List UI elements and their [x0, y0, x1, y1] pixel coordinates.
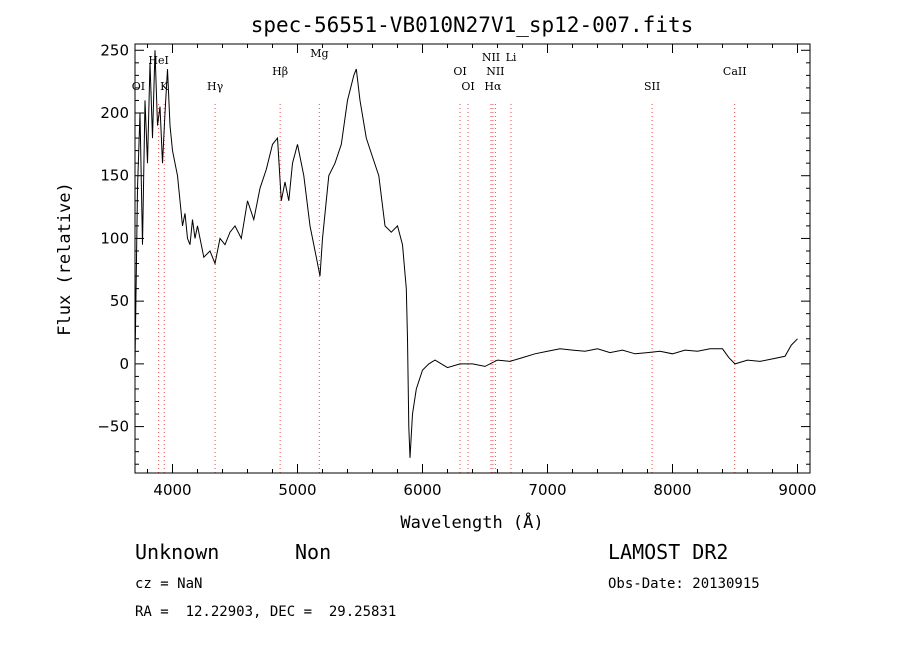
line-marker-label: NII — [486, 65, 504, 78]
line-marker-label: NII — [482, 51, 500, 64]
line-marker-label: Hγ — [207, 80, 224, 93]
x-axis-label: Wavelength (Å) — [400, 511, 543, 533]
y-tick-label: 100 — [100, 229, 129, 247]
line-marker-label: OI — [461, 80, 474, 93]
line-marker-label: Hα — [484, 80, 502, 93]
plot-frame — [134, 43, 811, 474]
chart-title: spec-56551-VB010N27V1_sp12-007.fits — [251, 13, 694, 37]
x-tick-label: 7000 — [528, 481, 566, 499]
line-marker-label: OI — [132, 80, 145, 93]
y-tick-label: −50 — [97, 418, 129, 436]
object-class: Unknown — [135, 540, 220, 564]
x-tick-label: 8000 — [653, 481, 691, 499]
x-tick-label: 9000 — [778, 481, 816, 499]
obs-date: Obs-Date: 20130915 — [608, 576, 760, 592]
axis-ticks: 4000 5000 6000 7000 8000 9000 −50 0 50 100 150 200 2… — [97, 41, 816, 499]
spectrum-line — [134, 50, 798, 458]
line-marker-label: Mg — [310, 47, 328, 60]
line-marker-label: Li — [506, 51, 517, 64]
x-tick-label: 4000 — [153, 481, 191, 499]
line-marker-label: SII — [644, 80, 660, 93]
x-tick-label: 5000 — [278, 481, 316, 499]
redshift-cz: cz = NaN — [135, 576, 203, 592]
line-marker-label: HeI — [148, 54, 168, 67]
ra-dec: RA = 12.22903, DEC = 29.25831 — [135, 604, 397, 620]
line-marker-label: OI — [453, 65, 466, 78]
line-marker-label: K — [160, 80, 169, 93]
y-tick-label: 50 — [110, 292, 129, 310]
survey-name: LAMOST DR2 — [608, 540, 729, 564]
y-tick-label: 150 — [100, 167, 129, 185]
y-tick-label: 250 — [100, 41, 129, 59]
line-marker-label: Hβ — [272, 65, 288, 78]
y-tick-label: 200 — [100, 104, 129, 122]
line-marker-label: CaII — [723, 65, 747, 78]
y-axis-label: Flux (relative) — [55, 182, 75, 336]
x-tick-label: 6000 — [403, 481, 441, 499]
object-subclass: Non — [295, 540, 332, 564]
y-tick-label: 0 — [119, 355, 129, 373]
